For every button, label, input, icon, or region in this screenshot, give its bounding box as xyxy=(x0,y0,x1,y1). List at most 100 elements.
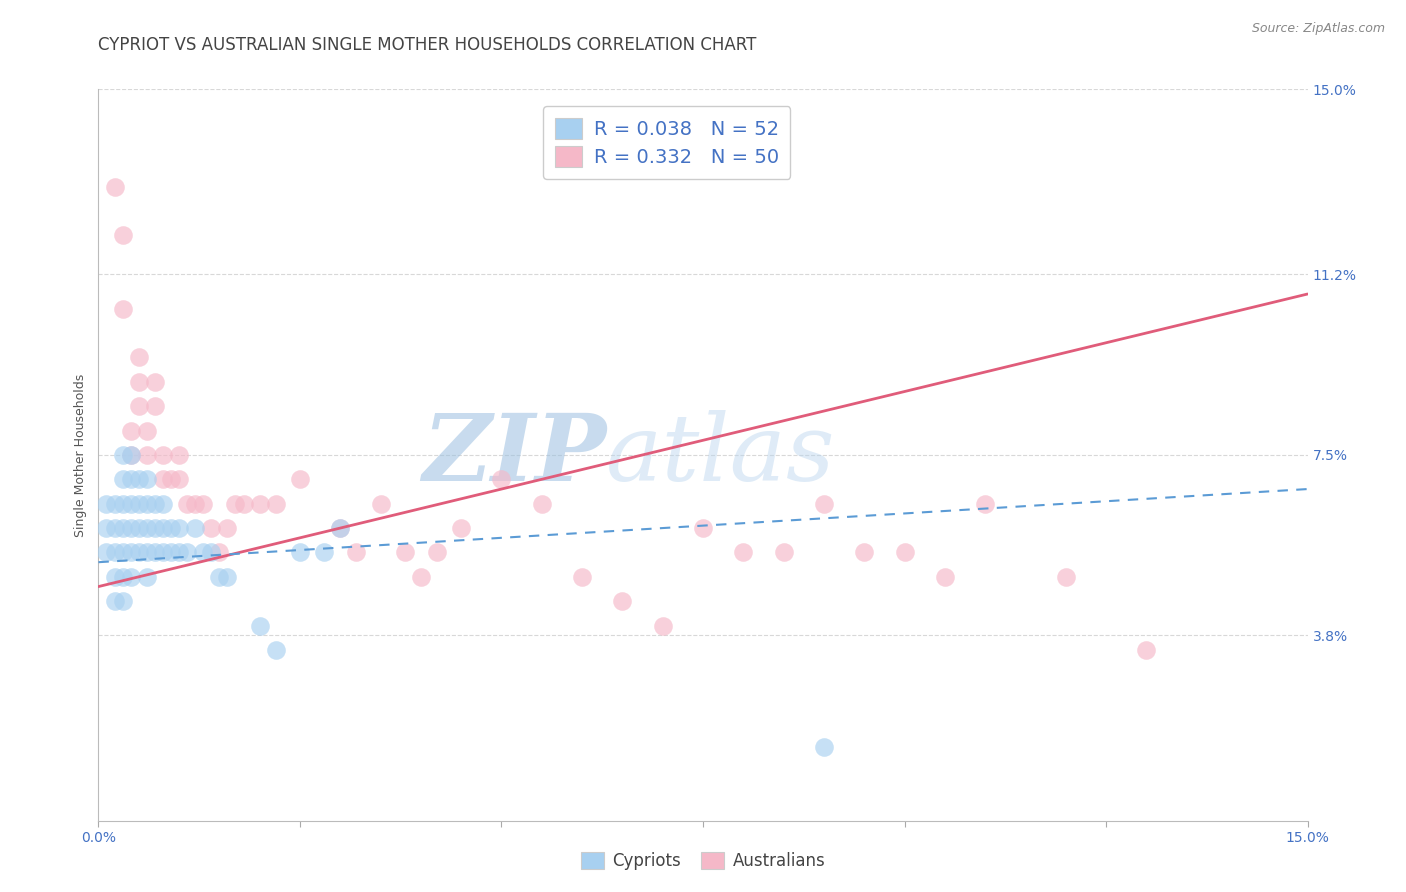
Point xyxy=(232,497,254,511)
Point xyxy=(111,570,134,584)
Point xyxy=(249,618,271,632)
Point xyxy=(184,521,207,535)
Point xyxy=(193,545,215,559)
Point xyxy=(184,497,207,511)
Point xyxy=(193,497,215,511)
Point xyxy=(135,545,157,559)
Point xyxy=(692,521,714,535)
Point xyxy=(167,472,190,486)
Point xyxy=(200,521,222,535)
Point xyxy=(409,570,432,584)
Point xyxy=(934,570,956,584)
Point xyxy=(103,570,125,584)
Point xyxy=(128,521,150,535)
Point xyxy=(111,472,134,486)
Point xyxy=(893,545,915,559)
Point xyxy=(135,472,157,486)
Point xyxy=(111,301,134,316)
Point xyxy=(264,643,287,657)
Point xyxy=(217,570,239,584)
Point xyxy=(120,424,142,438)
Point xyxy=(974,497,997,511)
Point xyxy=(1135,643,1157,657)
Point xyxy=(176,497,198,511)
Point xyxy=(450,521,472,535)
Point xyxy=(103,497,125,511)
Point xyxy=(813,497,835,511)
Point xyxy=(612,594,634,608)
Point xyxy=(249,497,271,511)
Point xyxy=(329,521,352,535)
Point xyxy=(111,228,134,243)
Text: Source: ZipAtlas.com: Source: ZipAtlas.com xyxy=(1251,22,1385,36)
Y-axis label: Single Mother Households: Single Mother Households xyxy=(73,373,87,537)
Point xyxy=(152,497,174,511)
Point xyxy=(111,521,134,535)
Point xyxy=(120,521,142,535)
Point xyxy=(120,472,142,486)
Point xyxy=(128,351,150,365)
Point xyxy=(111,448,134,462)
Point xyxy=(152,472,174,486)
Point xyxy=(314,545,336,559)
Point xyxy=(128,375,150,389)
Point xyxy=(426,545,449,559)
Point xyxy=(103,179,125,194)
Point xyxy=(1054,570,1077,584)
Point xyxy=(128,472,150,486)
Point xyxy=(394,545,416,559)
Point xyxy=(128,497,150,511)
Point xyxy=(167,545,190,559)
Point xyxy=(167,521,190,535)
Point xyxy=(208,570,231,584)
Point xyxy=(853,545,876,559)
Text: CYPRIOT VS AUSTRALIAN SINGLE MOTHER HOUSEHOLDS CORRELATION CHART: CYPRIOT VS AUSTRALIAN SINGLE MOTHER HOUS… xyxy=(98,36,756,54)
Point xyxy=(103,521,125,535)
Point xyxy=(152,448,174,462)
Point xyxy=(135,424,157,438)
Point xyxy=(143,545,166,559)
Point xyxy=(813,740,835,755)
Point xyxy=(733,545,755,559)
Point xyxy=(152,545,174,559)
Point xyxy=(160,472,183,486)
Legend: Cypriots, Australians: Cypriots, Australians xyxy=(572,843,834,878)
Point xyxy=(120,448,142,462)
Point xyxy=(370,497,392,511)
Point xyxy=(128,545,150,559)
Point xyxy=(160,521,183,535)
Text: ZIP: ZIP xyxy=(422,410,606,500)
Point xyxy=(772,545,794,559)
Point xyxy=(167,448,190,462)
Point xyxy=(128,399,150,413)
Point xyxy=(120,448,142,462)
Point xyxy=(571,570,593,584)
Point xyxy=(264,497,287,511)
Point xyxy=(103,594,125,608)
Point xyxy=(530,497,553,511)
Point xyxy=(224,497,246,511)
Point xyxy=(143,521,166,535)
Point xyxy=(120,497,142,511)
Point xyxy=(208,545,231,559)
Point xyxy=(96,521,118,535)
Point xyxy=(217,521,239,535)
Point xyxy=(135,497,157,511)
Point xyxy=(176,545,198,559)
Point xyxy=(491,472,513,486)
Point xyxy=(135,448,157,462)
Point xyxy=(200,545,222,559)
Point xyxy=(135,570,157,584)
Point xyxy=(143,497,166,511)
Point xyxy=(160,545,183,559)
Point xyxy=(288,472,311,486)
Point xyxy=(143,399,166,413)
Point xyxy=(143,375,166,389)
Point xyxy=(111,497,134,511)
Point xyxy=(111,594,134,608)
Point xyxy=(344,545,367,559)
Point xyxy=(288,545,311,559)
Point xyxy=(120,545,142,559)
Point xyxy=(111,545,134,559)
Point xyxy=(103,545,125,559)
